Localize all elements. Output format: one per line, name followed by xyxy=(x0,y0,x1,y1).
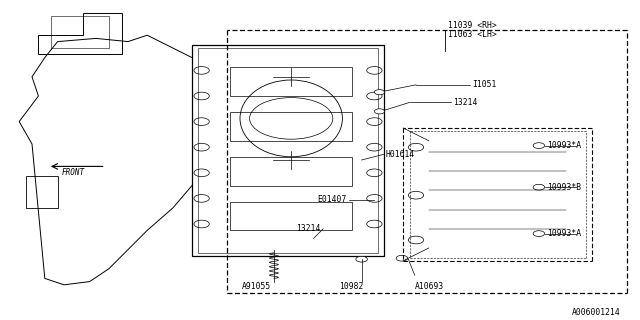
Text: 10982: 10982 xyxy=(339,282,364,291)
Circle shape xyxy=(533,231,545,236)
Text: 11039 <RH>: 11039 <RH> xyxy=(448,21,497,30)
Circle shape xyxy=(374,109,385,114)
Circle shape xyxy=(356,256,367,262)
Bar xyxy=(230,157,352,186)
Bar xyxy=(192,45,384,256)
Text: 13214: 13214 xyxy=(296,224,320,233)
Text: 10993*A: 10993*A xyxy=(547,141,581,150)
Bar xyxy=(230,112,352,141)
Text: A006001214: A006001214 xyxy=(572,308,621,317)
Bar xyxy=(230,202,352,230)
Text: 10993*B: 10993*B xyxy=(547,183,581,192)
Text: 13214: 13214 xyxy=(453,98,477,107)
Circle shape xyxy=(396,255,408,261)
Text: H01614: H01614 xyxy=(386,150,415,159)
Bar xyxy=(230,67,352,96)
Text: 11063 <LH>: 11063 <LH> xyxy=(448,30,497,39)
Text: A10693: A10693 xyxy=(415,282,444,291)
Text: I1051: I1051 xyxy=(472,80,497,89)
Text: E01407: E01407 xyxy=(317,196,346,204)
Circle shape xyxy=(533,143,545,148)
Circle shape xyxy=(533,184,545,190)
Bar xyxy=(198,48,378,253)
Text: FRONT: FRONT xyxy=(62,168,85,177)
Text: 10993*A: 10993*A xyxy=(547,229,581,238)
Text: A91055: A91055 xyxy=(242,282,271,291)
Circle shape xyxy=(374,90,385,95)
